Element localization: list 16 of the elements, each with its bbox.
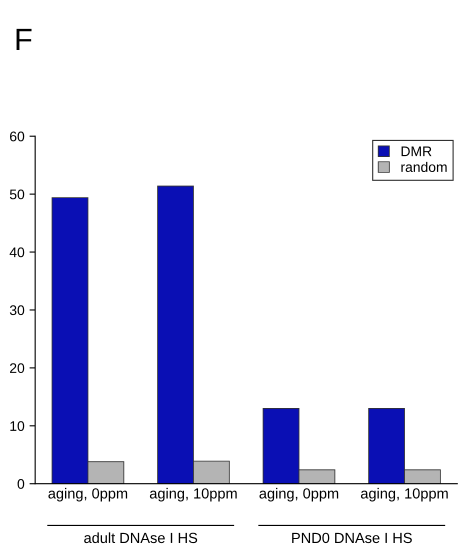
y-tick-label: 0 [18, 479, 24, 489]
chart-title: F [16, 28, 32, 50]
y-tick-label: 10 [10, 421, 24, 431]
y-tick-label: 30 [10, 305, 24, 316]
legend-label: DMR [402, 146, 432, 156]
legend-label: random [401, 162, 447, 172]
text: PND0 DNAse I HS [292, 532, 412, 544]
y-tick-label: 50 [10, 189, 24, 200]
y-tick-label: 60 [10, 132, 24, 142]
y-tick-label: 40 [10, 247, 24, 258]
x-tick-label: aging, 10ppm [360, 488, 448, 502]
x-tick-label: aging, 10ppm [150, 488, 237, 502]
x-tick-label: aging, 0ppm [259, 488, 338, 502]
y-tick-label: 20 [10, 363, 24, 374]
text: adult DNAse I HS [84, 532, 198, 544]
x-tick-label: aging, 0ppm [48, 488, 128, 502]
